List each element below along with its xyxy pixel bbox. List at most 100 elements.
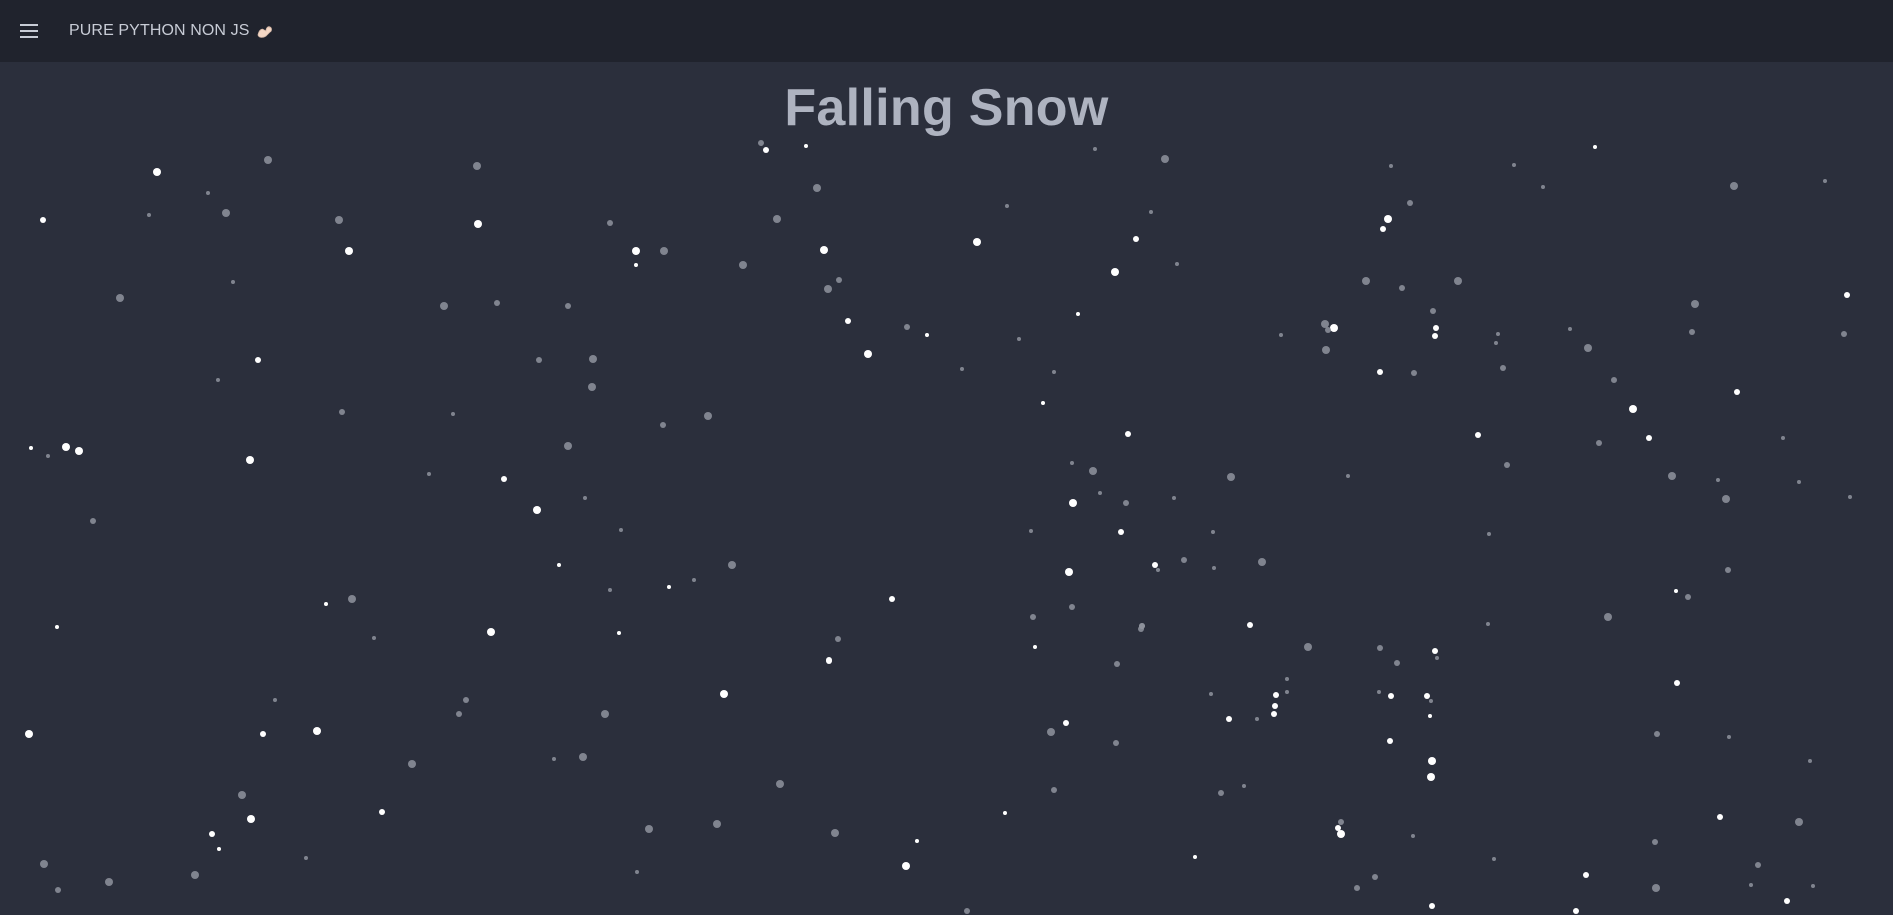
snowflake: [763, 147, 769, 153]
snowflake: [533, 506, 541, 514]
snowflake: [231, 280, 235, 284]
snowflake: [758, 140, 764, 146]
snowflake: [217, 847, 221, 851]
snowflake: [1797, 480, 1801, 484]
snowflake: [1500, 365, 1506, 371]
snowflake: [1716, 478, 1720, 482]
snowflake: [1069, 604, 1075, 610]
snowflake: [260, 731, 266, 737]
snowflake: [1494, 341, 1498, 345]
snowflake: [246, 456, 254, 464]
snowflake: [1304, 643, 1312, 651]
snowflake: [1429, 699, 1433, 703]
snowflake: [1593, 145, 1597, 149]
snowflake: [1654, 731, 1660, 737]
snowflake: [1811, 884, 1815, 888]
snowflake: [408, 760, 416, 768]
snowflake: [835, 636, 841, 642]
snowflake: [1568, 327, 1572, 331]
snowflake: [1781, 436, 1785, 440]
snowflake: [273, 698, 277, 702]
top-navigation-bar: PURE PYTHON NON JS: [0, 0, 1893, 62]
snowflake: [1322, 346, 1330, 354]
snowflake: [813, 184, 821, 192]
snowflake: [1052, 370, 1056, 374]
snowflake: [1017, 337, 1021, 341]
snowflake: [1113, 740, 1119, 746]
snowflake: [557, 563, 561, 567]
snowflake: [1691, 300, 1699, 308]
snowflake: [864, 350, 872, 358]
snowflake-field: [25, 140, 1852, 914]
snowflake: [1335, 825, 1341, 831]
snowflake: [1399, 285, 1405, 291]
snowflake: [247, 815, 255, 823]
snowflake: [617, 631, 621, 635]
app-title-text: PURE PYTHON NON JS: [69, 22, 250, 39]
snowflake: [1433, 325, 1439, 331]
snowflake: [692, 578, 696, 582]
snowflake: [1428, 714, 1432, 718]
snowflake: [1492, 857, 1496, 861]
snowflake: [1051, 787, 1057, 793]
snowflake: [1428, 757, 1436, 765]
snowflake: [1156, 568, 1160, 572]
snowflake: [463, 697, 469, 703]
snowflake: [1285, 677, 1289, 681]
snowflake: [238, 791, 246, 799]
snowflake: [1435, 656, 1439, 660]
snowflake: [1337, 830, 1345, 838]
snowflake: [713, 820, 721, 828]
snowflake: [820, 246, 828, 254]
snowflake: [1285, 690, 1289, 694]
snowflake: [1377, 690, 1381, 694]
menu-button[interactable]: [16, 18, 42, 44]
snowflake: [845, 318, 851, 324]
snowflake: [826, 658, 832, 664]
snowflake: [1330, 324, 1338, 332]
snowflake: [601, 710, 609, 718]
snowflake: [55, 887, 61, 893]
snowflake: [473, 162, 481, 170]
snowflake: [589, 355, 597, 363]
snowflake: [379, 809, 385, 815]
snowflake: [1279, 333, 1283, 337]
snowflake: [1407, 200, 1413, 206]
hamburger-menu-icon: [20, 24, 38, 38]
snowflake: [1338, 819, 1344, 825]
snowflake: [1175, 262, 1179, 266]
snowflake: [564, 442, 572, 450]
snowflake: [536, 357, 542, 363]
snowflake: [607, 220, 613, 226]
snowflake: [1133, 236, 1139, 242]
snowflake: [1139, 623, 1145, 629]
snowflake: [632, 247, 640, 255]
snowflake: [776, 780, 784, 788]
snowflake: [1432, 333, 1438, 339]
snowflake: [1033, 645, 1037, 649]
snowflake: [40, 860, 48, 868]
snowflake: [339, 409, 345, 415]
snowflake: [1841, 331, 1847, 337]
snowflake: [1273, 692, 1279, 698]
snowflake: [1047, 728, 1055, 736]
snowflake: [1652, 884, 1660, 892]
snowflake: [1272, 703, 1278, 709]
snowflake: [1411, 370, 1417, 376]
snowflake: [1685, 594, 1691, 600]
snow-canvas: Falling Snow: [0, 62, 1893, 915]
snowflake: [451, 412, 455, 416]
snowflake: [1795, 818, 1803, 826]
snowflake: [635, 870, 639, 874]
snowflake: [728, 561, 736, 569]
snowflake: [1321, 320, 1329, 328]
snowflake: [1604, 613, 1612, 621]
snowflake: [1512, 163, 1516, 167]
snowflake: [1496, 332, 1500, 336]
snowflake: [1727, 735, 1731, 739]
snowflake: [1844, 292, 1850, 298]
snowflake: [660, 422, 666, 428]
snowflake: [1030, 614, 1036, 620]
snowflake: [1541, 185, 1545, 189]
snowflake: [1255, 717, 1259, 721]
